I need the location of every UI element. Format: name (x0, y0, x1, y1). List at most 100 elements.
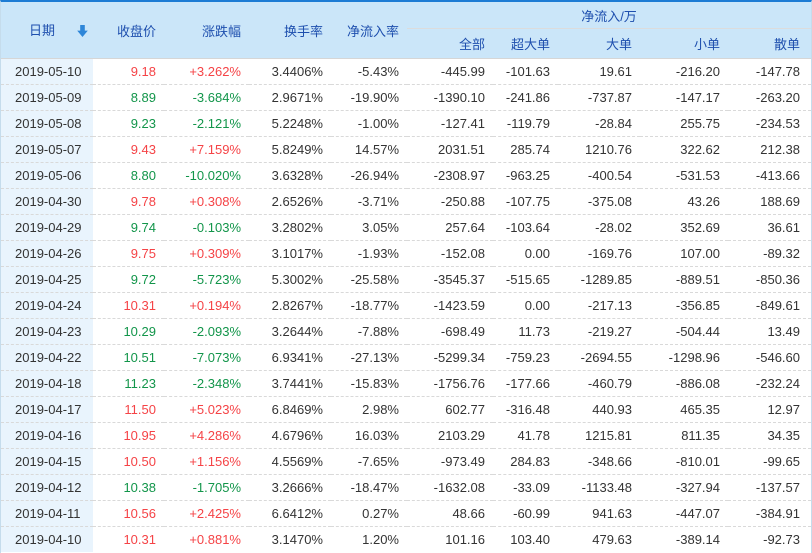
change-cell: -2.093% (164, 318, 249, 345)
inflow-small-cell: 255.75 (640, 110, 728, 137)
date-cell: 2019-05-07 (1, 136, 93, 163)
date-cell: 2019-04-16 (1, 422, 93, 449)
inflow-retail-cell: 13.49 (728, 318, 811, 345)
inflow-large-cell: -1289.85 (558, 266, 640, 293)
date-cell: 2019-04-12 (1, 474, 93, 501)
date-cell: 2019-04-30 (1, 188, 93, 215)
inflow-all-cell: 2103.29 (407, 422, 493, 449)
inflow-retail-cell: -234.53 (728, 110, 811, 137)
table-row: 2019-04-22 10.51 -7.073% 6.9341% -27.13% -529… (1, 344, 811, 371)
inflow-super-large-cell: -515.65 (493, 266, 558, 293)
change-cell: +4.286% (164, 422, 249, 449)
header-sub-large: 大单 (558, 28, 640, 59)
inflow-retail-cell: -147.78 (728, 58, 811, 85)
header-date-sortable[interactable]: 日期 (1, 2, 93, 59)
inflow-large-cell: 1210.76 (558, 136, 640, 163)
inflow-small-cell: -447.07 (640, 500, 728, 527)
turnover-cell: 3.7441% (249, 370, 331, 397)
close-cell: 9.78 (93, 188, 164, 215)
header-sub-super-large: 超大单 (493, 28, 558, 59)
inflow-small-cell: -810.01 (640, 448, 728, 475)
inflow-small-cell: -389.14 (640, 526, 728, 552)
inflow-retail-cell: 188.69 (728, 188, 811, 215)
inflow-retail-cell: 34.35 (728, 422, 811, 449)
inflow-retail-cell: 212.38 (728, 136, 811, 163)
turnover-cell: 4.6796% (249, 422, 331, 449)
header-net-inflow-rate: 净流入率 (331, 2, 407, 59)
table-row: 2019-04-25 9.72 -5.723% 5.3002% -25.58% -3545… (1, 266, 811, 293)
table-row: 2019-04-23 10.29 -2.093% 3.2644% -7.88% -698.… (1, 318, 811, 345)
header-sub-all: 全部 (407, 28, 493, 59)
date-cell: 2019-04-22 (1, 344, 93, 371)
change-cell: +0.308% (164, 188, 249, 215)
close-cell: 9.74 (93, 214, 164, 241)
table-row: 2019-04-15 10.50 +1.156% 4.5569% -7.65% -973.… (1, 448, 811, 475)
close-cell: 8.89 (93, 84, 164, 111)
date-cell: 2019-05-08 (1, 110, 93, 137)
close-cell: 10.56 (93, 500, 164, 527)
inflow-small-cell: -504.44 (640, 318, 728, 345)
inflow-small-cell: -216.20 (640, 58, 728, 85)
inflow-rate-cell: -26.94% (331, 162, 407, 189)
inflow-all-cell: -1423.59 (407, 292, 493, 319)
inflow-rate-cell: -25.58% (331, 266, 407, 293)
inflow-rate-cell: -27.13% (331, 344, 407, 371)
inflow-super-large-cell: -119.79 (493, 110, 558, 137)
date-cell: 2019-05-10 (1, 58, 93, 85)
date-cell: 2019-04-24 (1, 292, 93, 319)
inflow-all-cell: -250.88 (407, 188, 493, 215)
date-cell: 2019-04-29 (1, 214, 93, 241)
inflow-retail-cell: -849.61 (728, 292, 811, 319)
header-close: 收盘价 (93, 2, 164, 59)
inflow-retail-cell: -384.91 (728, 500, 811, 527)
inflow-super-large-cell: -759.23 (493, 344, 558, 371)
inflow-super-large-cell: -316.48 (493, 396, 558, 423)
inflow-super-large-cell: -101.63 (493, 58, 558, 85)
inflow-small-cell: 465.35 (640, 396, 728, 423)
inflow-large-cell: -217.13 (558, 292, 640, 319)
change-cell: -2.348% (164, 370, 249, 397)
inflow-all-cell: -3545.37 (407, 266, 493, 293)
table-row: 2019-04-16 10.95 +4.286% 4.6796% 16.03% 2103.… (1, 422, 811, 449)
sort-desc-arrow-icon (77, 25, 88, 40)
change-cell: +1.156% (164, 448, 249, 475)
inflow-super-large-cell: 0.00 (493, 240, 558, 267)
table-row: 2019-05-09 8.89 -3.684% 2.9671% -19.90% -1390… (1, 84, 811, 111)
date-cell: 2019-04-10 (1, 526, 93, 552)
change-cell: +0.194% (164, 292, 249, 319)
inflow-all-cell: -1632.08 (407, 474, 493, 501)
turnover-cell: 3.1470% (249, 526, 331, 552)
close-cell: 9.43 (93, 136, 164, 163)
change-cell: +2.425% (164, 500, 249, 527)
inflow-retail-cell: -232.24 (728, 370, 811, 397)
inflow-small-cell: 811.35 (640, 422, 728, 449)
inflow-all-cell: -973.49 (407, 448, 493, 475)
inflow-super-large-cell: 285.74 (493, 136, 558, 163)
inflow-small-cell: -886.08 (640, 370, 728, 397)
change-cell: +7.159% (164, 136, 249, 163)
inflow-super-large-cell: -963.25 (493, 162, 558, 189)
turnover-cell: 6.9341% (249, 344, 331, 371)
table-row: 2019-04-17 11.50 +5.023% 6.8469% 2.98% 602.77… (1, 396, 811, 423)
inflow-rate-cell: 1.20% (331, 526, 407, 552)
inflow-retail-cell: 12.97 (728, 396, 811, 423)
date-cell: 2019-05-09 (1, 84, 93, 111)
header-sub-retail: 散单 (728, 28, 811, 59)
table-row: 2019-04-24 10.31 +0.194% 2.8267% -18.77% -142… (1, 292, 811, 319)
inflow-retail-cell: -99.65 (728, 448, 811, 475)
inflow-small-cell: -1298.96 (640, 344, 728, 371)
table-row: 2019-04-26 9.75 +0.309% 3.1017% -1.93% -152.0… (1, 240, 811, 267)
close-cell: 10.50 (93, 448, 164, 475)
inflow-rate-cell: -15.83% (331, 370, 407, 397)
inflow-large-cell: 479.63 (558, 526, 640, 552)
inflow-large-cell: 440.93 (558, 396, 640, 423)
inflow-rate-cell: -7.88% (331, 318, 407, 345)
table-row: 2019-05-07 9.43 +7.159% 5.8249% 14.57% 2031.5… (1, 136, 811, 163)
inflow-super-large-cell: 11.73 (493, 318, 558, 345)
inflow-small-cell: -356.85 (640, 292, 728, 319)
close-cell: 11.23 (93, 370, 164, 397)
inflow-super-large-cell: 103.40 (493, 526, 558, 552)
date-cell: 2019-04-25 (1, 266, 93, 293)
